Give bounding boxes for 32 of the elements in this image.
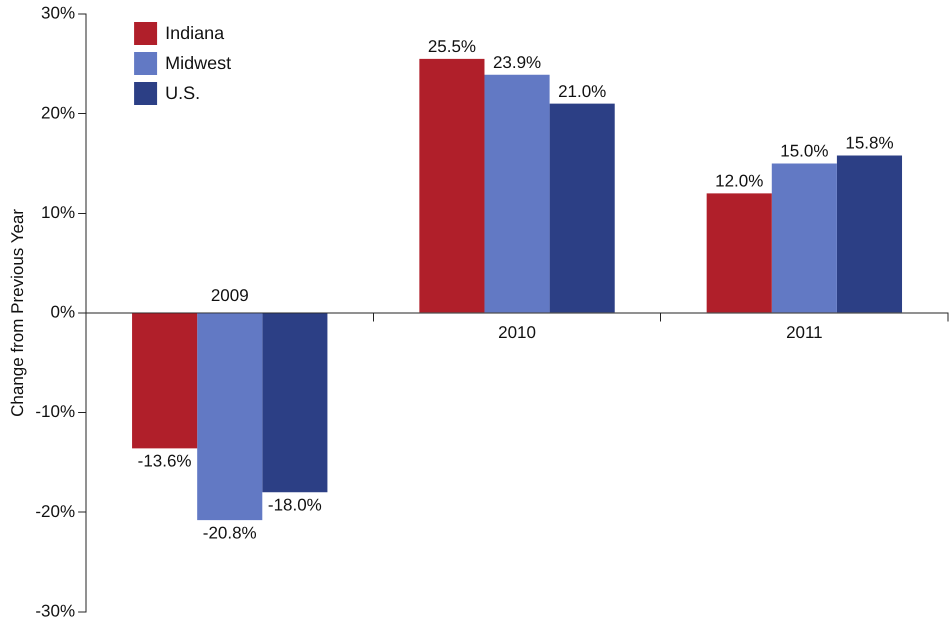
bar xyxy=(262,313,328,492)
y-axis-title: Change from Previous Year xyxy=(8,208,27,417)
y-tick-label: 10% xyxy=(41,202,76,222)
bar xyxy=(706,193,772,312)
bar xyxy=(836,155,902,312)
legend-label: U.S. xyxy=(165,82,200,103)
y-tick-label: -10% xyxy=(35,402,76,422)
x-tick-label: 2009 xyxy=(210,286,249,306)
y-tick-label: 30% xyxy=(41,4,76,23)
y-tick-label: -20% xyxy=(35,502,76,521)
data-label: -13.6% xyxy=(138,452,192,471)
data-label: 21.0% xyxy=(558,82,606,101)
y-tick-label: 20% xyxy=(41,103,76,122)
legend-label: Midwest xyxy=(165,52,232,73)
y-tick-label: 0% xyxy=(50,302,76,322)
x-tick-label: 2010 xyxy=(498,323,536,342)
data-label: -18.0% xyxy=(268,495,322,514)
bar xyxy=(419,58,484,312)
bar xyxy=(772,163,837,312)
y-tick-label: -30% xyxy=(35,601,76,620)
bar xyxy=(132,313,198,448)
data-label: 23.9% xyxy=(492,52,542,72)
data-label: 12.0% xyxy=(715,172,764,191)
data-label: 25.5% xyxy=(428,37,476,56)
legend-label: Indiana xyxy=(165,22,226,43)
bar xyxy=(550,104,615,312)
bar xyxy=(197,313,262,520)
bar xyxy=(484,74,550,312)
data-label: -20.8% xyxy=(202,523,257,542)
data-label: 15.8% xyxy=(845,134,894,153)
data-label: 15.0% xyxy=(780,142,828,161)
x-tick-label: 2011 xyxy=(786,323,823,342)
